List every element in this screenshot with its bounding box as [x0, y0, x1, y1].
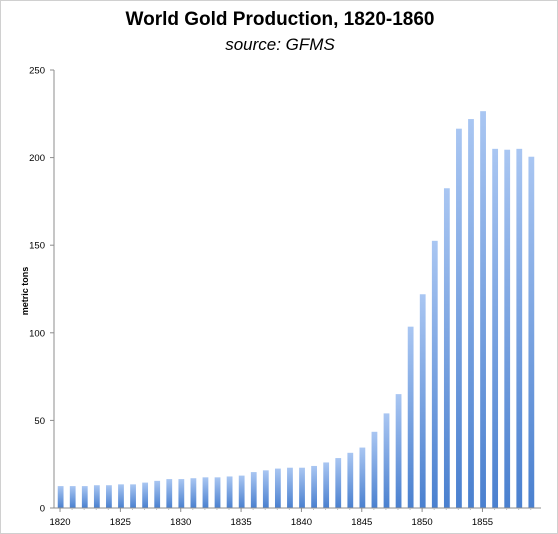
- bar-1850: [419, 294, 426, 508]
- bar-1858: [516, 148, 523, 508]
- bar-1820: [57, 486, 64, 508]
- x-tick-label: 1840: [291, 517, 312, 528]
- y-tick-label: 150: [29, 241, 45, 252]
- bar-1835: [238, 475, 245, 508]
- bar-1847: [383, 413, 390, 508]
- bar-1834: [226, 476, 233, 508]
- bar-1831: [190, 478, 197, 508]
- bar-1849: [407, 326, 414, 508]
- bars-group: [57, 111, 535, 509]
- bar-1830: [178, 479, 185, 508]
- x-tick-label: 1845: [351, 517, 372, 528]
- bar-1833: [214, 477, 221, 508]
- bar-1856: [492, 148, 499, 508]
- axes-group: 0 50 100 150 200 250 1820 1825 1830 1835 1840 1845 1…: [29, 66, 541, 528]
- bar-1829: [166, 479, 173, 508]
- y-tick-label: 250: [29, 66, 45, 77]
- bar-1836: [250, 472, 257, 508]
- bar-1857: [504, 149, 511, 508]
- bar-1848: [395, 394, 402, 508]
- bar-1828: [154, 480, 161, 508]
- bar-1837: [262, 470, 269, 508]
- bar-1852: [443, 188, 450, 508]
- y-tick-label: 200: [29, 153, 45, 164]
- bar-1824: [106, 485, 112, 508]
- x-tick-label: 1825: [110, 517, 131, 528]
- chart-subtitle: source: GFMS: [225, 35, 335, 54]
- bar-1838: [274, 468, 281, 508]
- x-tick-label: 1855: [472, 517, 493, 528]
- bar-1842: [323, 462, 330, 508]
- bar-1821: [69, 486, 76, 508]
- bar-1851: [431, 240, 438, 508]
- bar-1846: [371, 431, 378, 508]
- bar-1859: [528, 156, 535, 508]
- x-tick-label: 1850: [412, 517, 433, 528]
- chart-title: World Gold Production, 1820-1860: [125, 9, 435, 30]
- bar-1853: [456, 128, 462, 508]
- y-tick-label: 100: [29, 328, 45, 339]
- bar-1822: [81, 486, 88, 508]
- bar-1839: [287, 467, 293, 508]
- y-tick-label: 50: [34, 416, 45, 427]
- bar-1854: [468, 119, 474, 508]
- bar-1855: [480, 111, 486, 509]
- x-tick-label: 1835: [231, 517, 252, 528]
- y-tick-label: 0: [40, 504, 45, 515]
- bar-1845: [359, 447, 366, 508]
- bar-1832: [202, 477, 209, 508]
- bar-1840: [299, 467, 305, 508]
- bar-1826: [130, 484, 136, 508]
- bar-1843: [335, 458, 342, 508]
- bar-1841: [311, 465, 317, 508]
- bar-1827: [142, 482, 149, 508]
- bar-1825: [118, 484, 124, 508]
- x-tick-label: 1820: [49, 517, 70, 528]
- bar-1823: [93, 485, 100, 508]
- bar-1844: [347, 452, 354, 508]
- x-tick-label: 1830: [170, 517, 191, 528]
